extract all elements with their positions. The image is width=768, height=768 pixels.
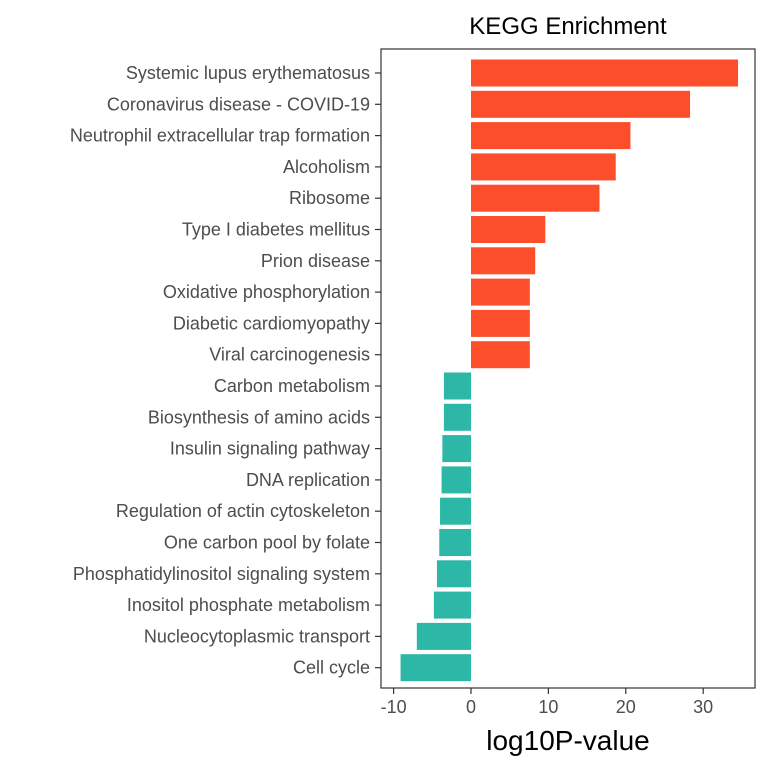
bar-12 xyxy=(442,435,471,463)
bar-9 xyxy=(471,341,530,369)
x-axis-label: log10P-value xyxy=(486,725,649,756)
bars-group xyxy=(400,59,739,682)
x-tick-label-3: 20 xyxy=(616,697,636,717)
x-tick-label-2: 10 xyxy=(538,697,558,717)
category-label-11: Biosynthesis of amino acids xyxy=(148,407,370,427)
bar-18 xyxy=(416,622,471,650)
category-label-12: Insulin signaling pathway xyxy=(170,439,370,459)
category-label-8: Diabetic cardiomyopathy xyxy=(173,313,370,333)
bar-17 xyxy=(433,591,471,619)
bar-8 xyxy=(471,309,530,337)
category-label-4: Ribosome xyxy=(289,188,370,208)
category-label-16: Phosphatidylinositol signaling system xyxy=(73,564,370,584)
category-label-13: DNA replication xyxy=(246,470,370,490)
category-label-18: Nucleocytoplasmic transport xyxy=(144,626,370,646)
category-label-5: Type I diabetes mellitus xyxy=(182,220,370,240)
bar-14 xyxy=(440,497,471,525)
bar-3 xyxy=(471,153,616,181)
x-tick-label-1: 0 xyxy=(466,697,476,717)
bar-16 xyxy=(436,560,471,588)
bar-2 xyxy=(471,122,631,150)
bar-6 xyxy=(471,247,536,275)
x-tick-label-4: 30 xyxy=(693,697,713,717)
bar-1 xyxy=(471,90,691,118)
bar-10 xyxy=(443,372,471,400)
bar-19 xyxy=(400,654,471,682)
category-label-19: Cell cycle xyxy=(293,658,370,678)
bar-0 xyxy=(471,59,739,87)
bar-5 xyxy=(471,216,546,243)
bar-11 xyxy=(443,403,471,431)
x-axis-ticks: -10 0 10 20 30 xyxy=(381,688,713,717)
chart-title: KEGG Enrichment xyxy=(469,13,667,40)
category-label-6: Prion disease xyxy=(261,251,370,271)
category-label-7: Oxidative phosphorylation xyxy=(163,282,370,302)
bar-4 xyxy=(471,184,600,212)
category-label-3: Alcoholism xyxy=(283,157,370,177)
category-label-2: Neutrophil extracellular trap formation xyxy=(70,126,370,146)
category-label-1: Coronavirus disease - COVID-19 xyxy=(107,94,370,114)
category-label-17: Inositol phosphate metabolism xyxy=(127,595,370,615)
bar-7 xyxy=(471,278,530,306)
category-label-15: One carbon pool by folate xyxy=(164,533,370,553)
category-labels: Systemic lupus erythematosus Coronavirus … xyxy=(70,63,381,678)
x-tick-label-0: -10 xyxy=(381,697,407,717)
bar-13 xyxy=(441,466,471,494)
category-label-14: Regulation of actin cytoskeleton xyxy=(116,501,370,521)
category-label-0: Systemic lupus erythematosus xyxy=(126,63,370,83)
bar-15 xyxy=(439,529,471,556)
category-label-9: Viral carcinogenesis xyxy=(209,345,370,365)
plot-panel-border xyxy=(380,48,756,689)
category-label-10: Carbon metabolism xyxy=(214,376,370,396)
